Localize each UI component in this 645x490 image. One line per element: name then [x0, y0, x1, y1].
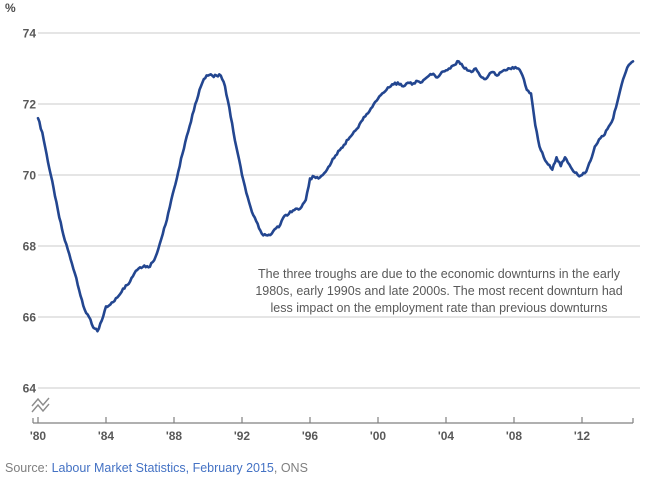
y-tick-label-74: 74	[23, 27, 37, 41]
y-tick-label-70: 70	[23, 169, 37, 183]
line-chart-plot-area: 64 66 68 70 72 74 '80 '84 '88 '92 '96 '00 '04 '08 '12	[23, 27, 640, 443]
y-axis-unit-label: %	[5, 1, 16, 15]
x-tick-label-1984: '84	[98, 429, 115, 443]
chart-annotation: The three troughs are due to the economi…	[255, 267, 623, 315]
x-tick-label-1988: '88	[166, 429, 183, 443]
y-tick-label-72: 72	[23, 98, 37, 112]
x-tick-label-2008: '08	[506, 429, 523, 443]
y-tick-label-64: 64	[23, 382, 37, 396]
x-tick-label-2004: '04	[438, 429, 455, 443]
x-tick-label-1992: '92	[234, 429, 251, 443]
employment-rate-series-line	[36, 59, 635, 333]
x-tick-label-2000: '00	[370, 429, 387, 443]
source-prefix: Source:	[5, 461, 52, 475]
source-line: Source: Labour Market Statistics, Februa…	[5, 461, 308, 475]
source-link[interactable]: Labour Market Statistics, February 2015	[51, 461, 274, 475]
axis-break-icon	[31, 397, 50, 407]
y-tick-label-66: 66	[23, 311, 37, 325]
y-tick-label-68: 68	[23, 240, 37, 254]
x-tick-label-1980: '80	[30, 429, 47, 443]
axis-break-icon	[31, 403, 50, 413]
source-suffix: , ONS	[273, 461, 308, 475]
x-tick-label-1996: '96	[302, 429, 319, 443]
x-tick-label-2012: '12	[574, 429, 591, 443]
